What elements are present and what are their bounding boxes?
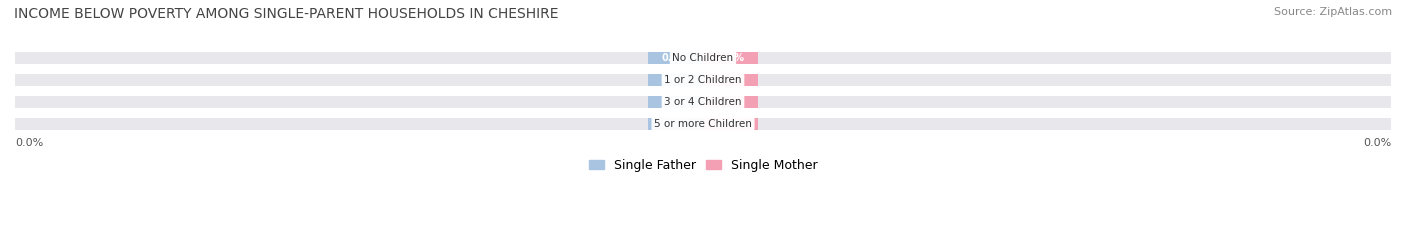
Text: 5 or more Children: 5 or more Children — [654, 119, 752, 129]
Bar — [15, 96, 703, 108]
Bar — [703, 96, 758, 108]
Text: 0.0%: 0.0% — [1362, 138, 1391, 148]
Text: No Children: No Children — [672, 53, 734, 63]
Bar — [648, 52, 703, 64]
Text: 0.0%: 0.0% — [717, 97, 744, 107]
Bar — [648, 118, 703, 130]
Legend: Single Father, Single Mother: Single Father, Single Mother — [585, 155, 821, 176]
Text: 0.0%: 0.0% — [662, 75, 689, 85]
Text: 3 or 4 Children: 3 or 4 Children — [664, 97, 742, 107]
Bar — [703, 74, 758, 86]
Bar — [703, 74, 1391, 86]
Bar — [15, 118, 703, 130]
Bar — [703, 96, 1391, 108]
Text: INCOME BELOW POVERTY AMONG SINGLE-PARENT HOUSEHOLDS IN CHESHIRE: INCOME BELOW POVERTY AMONG SINGLE-PARENT… — [14, 7, 558, 21]
Bar — [703, 118, 758, 130]
Text: Source: ZipAtlas.com: Source: ZipAtlas.com — [1274, 7, 1392, 17]
Text: 1 or 2 Children: 1 or 2 Children — [664, 75, 742, 85]
Text: 0.0%: 0.0% — [15, 138, 44, 148]
Text: 0.0%: 0.0% — [717, 119, 744, 129]
Bar — [703, 52, 1391, 64]
Text: 0.0%: 0.0% — [717, 53, 744, 63]
Text: 0.0%: 0.0% — [662, 53, 689, 63]
Bar — [648, 96, 703, 108]
Bar — [15, 74, 703, 86]
Text: 0.0%: 0.0% — [717, 75, 744, 85]
Text: 0.0%: 0.0% — [662, 97, 689, 107]
Bar — [703, 52, 758, 64]
Text: 0.0%: 0.0% — [662, 119, 689, 129]
Bar — [15, 52, 703, 64]
Bar — [703, 118, 1391, 130]
Bar — [648, 74, 703, 86]
